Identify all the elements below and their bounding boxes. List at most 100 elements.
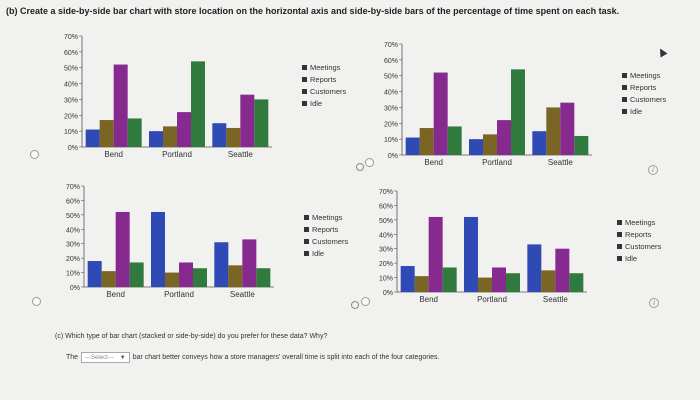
y-tick-label: 40% — [379, 232, 393, 239]
bar-idle-portland — [191, 61, 205, 147]
bar-idle-portland — [506, 273, 520, 292]
bar-meetings-seattle — [212, 123, 227, 147]
bar-meetings-bend — [400, 266, 415, 292]
chevron-down-icon: ▼ — [119, 354, 126, 361]
y-tick-label: 30% — [379, 247, 393, 254]
legend-swatch — [302, 101, 307, 106]
y-tick-label: 50% — [66, 213, 80, 220]
y-tick-label: 70% — [379, 189, 393, 196]
chart-option-4: 0% 10% 20% 30% 40% 50% 60% 70% Bend Portland Seatt… — [379, 189, 662, 304]
bar-meetings-portland — [151, 211, 165, 287]
question-c: (c) Which type of bar chart (stacked or … — [55, 333, 328, 340]
legend-swatch — [622, 73, 627, 78]
x-tick-label: Seattle — [228, 150, 253, 159]
bar-customers-seattle — [555, 248, 570, 292]
y-tick-label: 40% — [66, 227, 80, 234]
x-tick-label: Bend — [104, 150, 123, 159]
option-4-radio[interactable] — [361, 297, 370, 306]
bar-reports-portland — [163, 126, 177, 147]
y-tick-label: 20% — [66, 256, 80, 263]
y-tick-label: 60% — [379, 203, 393, 210]
legend-label-idle: Idle — [625, 254, 637, 263]
bar-idle-bend — [442, 267, 457, 292]
bar-idle-seattle — [574, 135, 589, 155]
bar-reports-bend — [419, 128, 434, 155]
y-tick-label: 30% — [66, 242, 80, 249]
bar-customers-bend — [433, 72, 448, 155]
bar-customers-bend — [115, 211, 130, 287]
bar-idle-seattle — [569, 273, 584, 292]
legend-swatch — [622, 109, 627, 114]
y-tick-label: 0% — [383, 290, 393, 297]
bar-meetings-bend — [87, 261, 102, 287]
legend-label-customers: Customers — [625, 242, 662, 251]
x-tick-label: Bend — [419, 295, 438, 304]
y-tick-label: 60% — [64, 50, 78, 57]
chart-option-1: 0% 10% 20% 30% 40% 50% 60% 70% Bend Portland Seatt… — [64, 34, 347, 159]
legend-label-reports: Reports — [625, 230, 652, 239]
y-tick-label: 50% — [384, 74, 398, 81]
zoom-icon[interactable] — [351, 301, 359, 309]
select-value: ---Select--- — [85, 354, 114, 361]
x-tick-label: Portland — [162, 150, 192, 159]
x-tick-label: Bend — [106, 290, 125, 299]
legend-label-customers: Customers — [312, 237, 349, 246]
legend-label-customers: Customers — [630, 95, 667, 104]
y-tick-label: 70% — [66, 184, 80, 191]
legend-label-reports: Reports — [312, 225, 339, 234]
legend-label-meetings: Meetings — [630, 71, 661, 80]
legend-label-meetings: Meetings — [625, 218, 656, 227]
y-tick-label: 40% — [64, 82, 78, 89]
legend-label-meetings: Meetings — [310, 63, 341, 72]
y-tick-label: 0% — [388, 153, 398, 160]
y-tick-label: 10% — [64, 129, 78, 136]
y-tick-label: 30% — [64, 97, 78, 104]
answer-select[interactable]: ---Select--- ▼ — [81, 352, 130, 363]
legend-swatch — [304, 251, 309, 256]
answer-suffix: bar chart better conveys how a store man… — [132, 354, 440, 361]
zoom-icon[interactable] — [356, 163, 364, 171]
y-tick-label: 20% — [384, 121, 398, 128]
y-tick-label: 70% — [384, 42, 398, 49]
x-tick-label: Seattle — [543, 295, 568, 304]
legend-label-idle: Idle — [312, 249, 324, 258]
x-tick-label: Seattle — [230, 290, 255, 299]
bar-meetings-seattle — [532, 131, 547, 155]
bar-idle-portland — [193, 268, 207, 287]
option-2-radio[interactable] — [365, 158, 374, 167]
bar-meetings-bend — [85, 129, 100, 147]
y-tick-label: 10% — [379, 276, 393, 283]
bar-reports-bend — [99, 120, 114, 147]
legend-swatch — [302, 65, 307, 70]
bar-customers-portland — [177, 112, 191, 147]
bar-customers-seattle — [560, 102, 575, 155]
y-tick-label: 40% — [384, 90, 398, 97]
bar-reports-seattle — [228, 265, 243, 287]
bar-customers-seattle — [242, 239, 257, 287]
bar-meetings-bend — [405, 137, 420, 155]
legend-label-idle: Idle — [310, 99, 322, 108]
bar-meetings-seattle — [527, 244, 542, 292]
x-tick-label: Portland — [477, 295, 507, 304]
x-tick-label: Portland — [482, 158, 512, 167]
y-tick-label: 60% — [66, 198, 80, 205]
bar-reports-bend — [101, 271, 116, 287]
bar-customers-portland — [179, 262, 193, 287]
legend-swatch — [302, 89, 307, 94]
bar-meetings-portland — [149, 131, 163, 147]
y-tick-label: 10% — [384, 137, 398, 144]
y-tick-label: 10% — [66, 271, 80, 278]
legend-label-meetings: Meetings — [312, 213, 343, 222]
bar-reports-portland — [483, 134, 497, 155]
y-tick-label: 60% — [384, 58, 398, 65]
option-1-radio[interactable] — [30, 150, 39, 159]
bar-idle-bend — [129, 262, 144, 287]
legend-swatch — [304, 239, 309, 244]
option-3-radio[interactable] — [32, 297, 41, 306]
info-icon[interactable]: i — [648, 165, 658, 175]
y-tick-label: 0% — [70, 285, 80, 292]
bar-reports-seattle — [541, 270, 556, 292]
info-icon[interactable]: i — [649, 298, 659, 308]
chart-option-3: 0% 10% 20% 30% 40% 50% 60% 70% Bend Portland Seatt… — [66, 184, 349, 299]
y-tick-label: 70% — [64, 34, 78, 41]
